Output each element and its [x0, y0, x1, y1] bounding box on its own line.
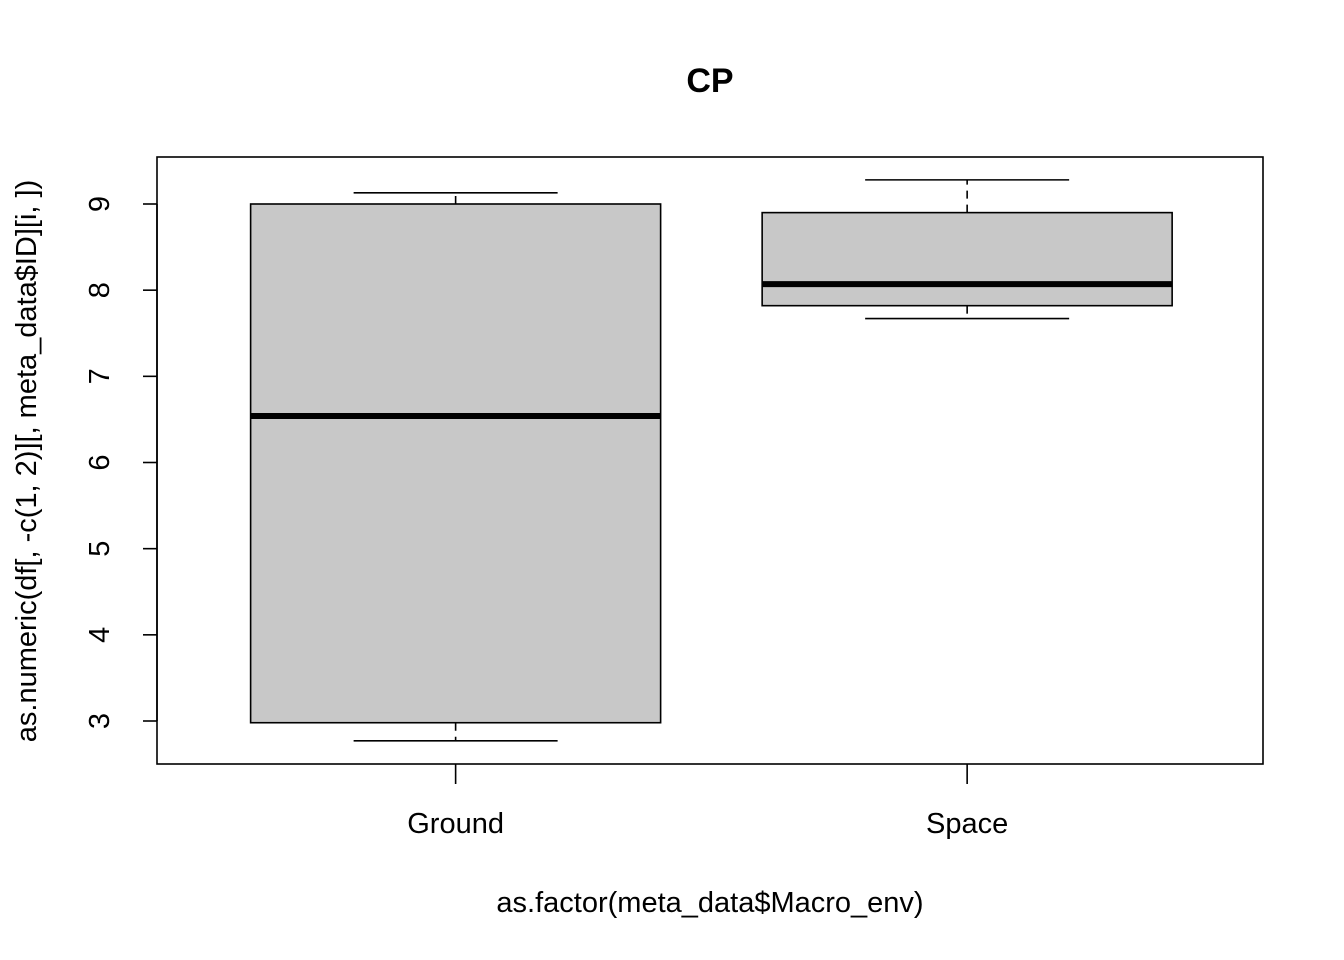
chart-title: CP — [686, 62, 733, 100]
box-ground — [249, 191, 662, 742]
y-tick-label-8: 8 — [84, 282, 116, 298]
y-tick-label-6: 6 — [84, 454, 116, 470]
iqr-box-ground — [249, 203, 662, 724]
y-tick-label-7: 7 — [84, 368, 116, 384]
y-tick-label-9: 9 — [84, 196, 116, 212]
x-tick-label-ground: Ground — [407, 808, 504, 840]
box-space — [761, 179, 1173, 320]
y-tick-label-5: 5 — [84, 541, 116, 557]
x-axis: Ground Space — [407, 764, 1008, 840]
box-group — [249, 179, 1173, 742]
y-axis: 3 4 5 6 7 8 9 — [84, 196, 158, 729]
x-tick-label-space: Space — [926, 808, 1008, 840]
y-tick-label-3: 3 — [84, 713, 116, 729]
y-tick-label-4: 4 — [84, 627, 116, 643]
iqr-box-space — [761, 211, 1173, 307]
y-axis-label: as.numeric(df[, -c(1, 2)][, meta_data$ID… — [11, 180, 43, 742]
x-axis-label: as.factor(meta_data$Macro_env) — [496, 887, 923, 919]
